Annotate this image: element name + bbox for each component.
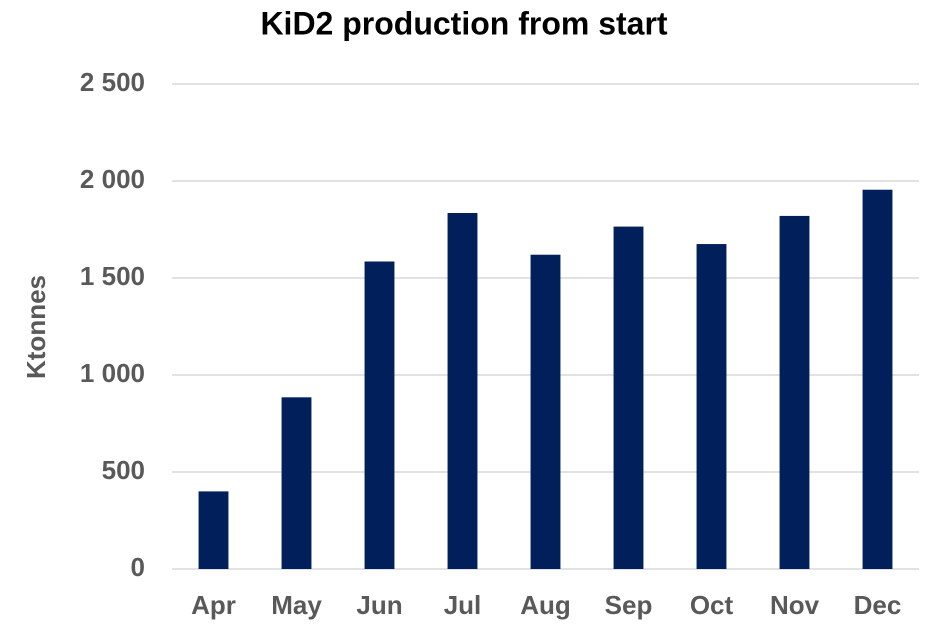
x-tick-label: Nov	[770, 590, 820, 620]
x-tick-label: May	[271, 590, 322, 620]
y-tick-label: 500	[102, 455, 145, 485]
y-tick-label: 2 000	[80, 164, 145, 194]
y-tick-label: 2 500	[80, 67, 145, 97]
x-tick-label: Aug	[520, 590, 571, 620]
bar	[281, 397, 312, 569]
bar	[364, 261, 395, 569]
x-tick-label: Jul	[444, 590, 482, 620]
bar	[862, 189, 893, 570]
x-tick-label: Oct	[690, 590, 734, 620]
y-tick-label: 1 500	[80, 261, 145, 291]
bar	[530, 254, 561, 569]
x-tick-label: Apr	[191, 590, 236, 620]
bar	[779, 215, 810, 570]
y-tick-label: 1 000	[80, 358, 145, 388]
bar	[198, 491, 229, 569]
bar	[613, 226, 644, 569]
bar	[447, 213, 478, 569]
x-tick-label: Sep	[605, 590, 653, 620]
x-tick-label: Dec	[854, 590, 902, 620]
bar	[696, 244, 727, 570]
y-tick-label: 0	[131, 552, 145, 582]
x-tick-label: Jun	[356, 590, 402, 620]
y-axis-label: Ktonnes	[21, 275, 51, 379]
chart-title: KiD2 production from start	[260, 5, 667, 41]
